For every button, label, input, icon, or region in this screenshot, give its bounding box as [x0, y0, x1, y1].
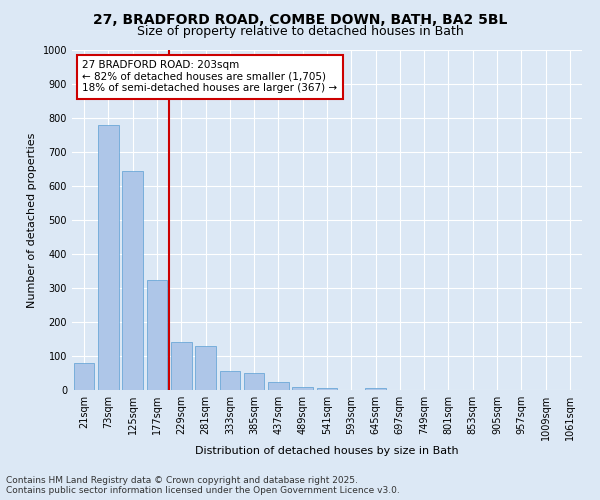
Bar [317, 388, 337, 390]
Bar [268, 382, 289, 390]
Bar [365, 388, 386, 390]
Text: Contains HM Land Registry data © Crown copyright and database right 2025.
Contai: Contains HM Land Registry data © Crown c… [6, 476, 400, 495]
Text: 27, BRADFORD ROAD, COMBE DOWN, BATH, BA2 5BL: 27, BRADFORD ROAD, COMBE DOWN, BATH, BA2… [93, 12, 507, 26]
Bar [195, 346, 216, 390]
Bar [292, 386, 313, 390]
Bar [244, 373, 265, 390]
Bar [146, 280, 167, 390]
Bar [98, 125, 119, 390]
Bar [122, 170, 143, 390]
Text: Size of property relative to detached houses in Bath: Size of property relative to detached ho… [137, 25, 463, 38]
Bar [220, 372, 240, 390]
Y-axis label: Number of detached properties: Number of detached properties [27, 132, 37, 308]
X-axis label: Distribution of detached houses by size in Bath: Distribution of detached houses by size … [195, 446, 459, 456]
Bar [74, 363, 94, 390]
Bar [171, 342, 191, 390]
Text: 27 BRADFORD ROAD: 203sqm
← 82% of detached houses are smaller (1,705)
18% of sem: 27 BRADFORD ROAD: 203sqm ← 82% of detach… [82, 60, 337, 94]
